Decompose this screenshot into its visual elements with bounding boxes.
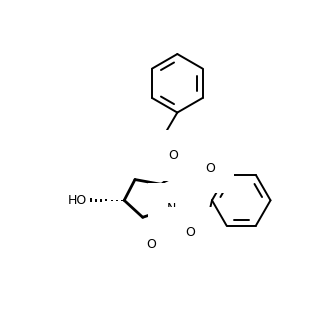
Text: O: O [185, 226, 195, 239]
Text: N: N [166, 202, 176, 214]
Text: O: O [205, 162, 215, 175]
Text: HO: HO [68, 194, 87, 207]
Text: O: O [146, 239, 156, 251]
Text: O: O [169, 149, 178, 162]
Polygon shape [160, 170, 182, 184]
